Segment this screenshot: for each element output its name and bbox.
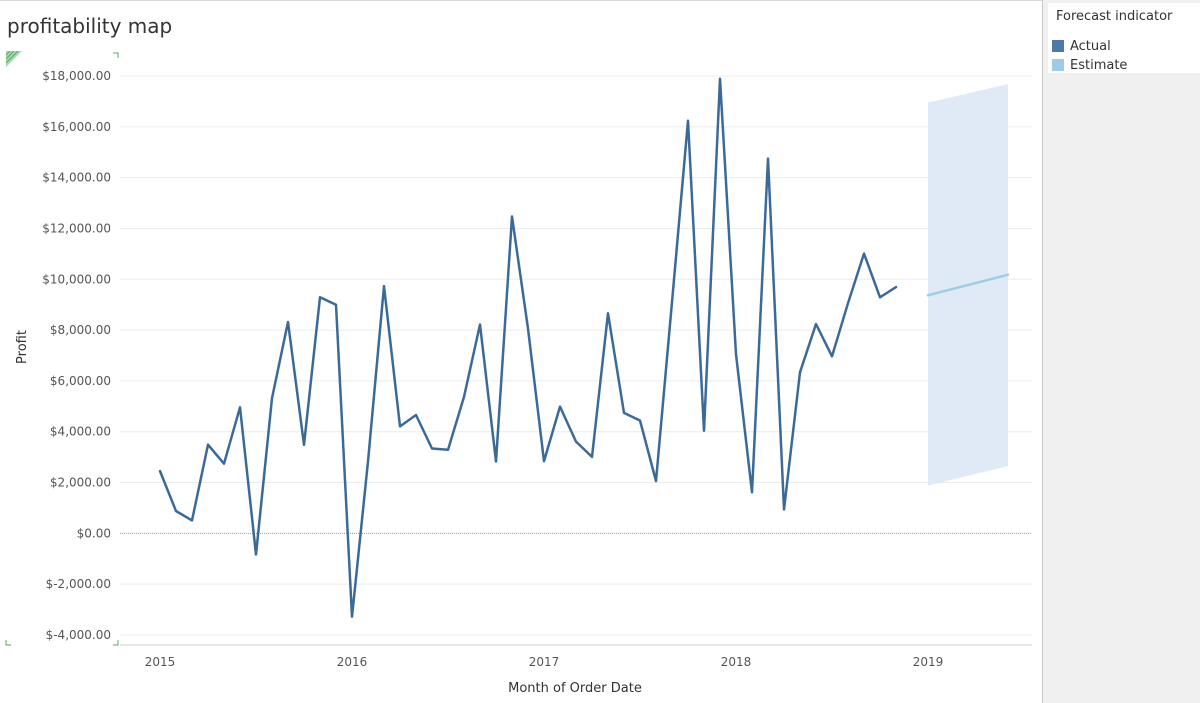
actual-point bbox=[638, 419, 642, 423]
legend-label-estimate: Estimate bbox=[1070, 57, 1128, 73]
y-tick-label: $12,000.00 bbox=[42, 221, 111, 235]
actual-point bbox=[830, 354, 834, 358]
actual-point bbox=[542, 459, 546, 463]
plot-corner-bottom-left bbox=[5, 640, 11, 646]
actual-point bbox=[862, 252, 866, 256]
actual-point bbox=[654, 479, 658, 483]
actual-point bbox=[766, 157, 770, 161]
legend-label-actual: Actual bbox=[1070, 38, 1111, 54]
actual-point bbox=[302, 443, 306, 447]
plot-corner-bottom-right bbox=[113, 640, 119, 646]
actual-point bbox=[878, 295, 882, 299]
y-tick-label: $0.00 bbox=[77, 526, 111, 540]
actual-point bbox=[366, 459, 370, 463]
actual-point bbox=[318, 295, 322, 299]
actual-point bbox=[782, 507, 786, 511]
actual-point bbox=[846, 301, 850, 305]
legend-item-actual[interactable]: Actual bbox=[1052, 38, 1111, 54]
y-tick-labels: $18,000.00 $16,000.00 $14,000.00 $12,000.00… bbox=[42, 69, 111, 642]
y-tick-label: $8,000.00 bbox=[50, 323, 111, 337]
actual-point bbox=[494, 459, 498, 463]
actual-point bbox=[574, 440, 578, 444]
grid-lines bbox=[120, 75, 1032, 636]
x-tick-labels: 2015 2016 2017 2018 2019 bbox=[145, 655, 944, 669]
actual-point bbox=[270, 396, 274, 400]
y-axis-label: Profit bbox=[15, 330, 30, 364]
plot-corner-top-right bbox=[113, 52, 119, 58]
x-tick-label: 2017 bbox=[529, 655, 560, 669]
forecast-legend[interactable]: Forecast indicator Actual Estimate bbox=[1048, 3, 1200, 73]
legend-item-estimate[interactable]: Estimate bbox=[1052, 57, 1127, 73]
actual-point bbox=[558, 405, 562, 409]
actual-point bbox=[430, 446, 434, 450]
legend-title: Forecast indicator bbox=[1056, 9, 1173, 24]
x-tick-label: 2019 bbox=[913, 655, 944, 669]
actual-point bbox=[510, 215, 514, 219]
y-tick-label: $16,000.00 bbox=[42, 120, 111, 134]
actual-point bbox=[190, 518, 194, 522]
y-tick-label: $10,000.00 bbox=[42, 272, 111, 286]
y-tick-label: $-4,000.00 bbox=[46, 628, 111, 642]
actual-point bbox=[238, 405, 242, 409]
actual-point bbox=[686, 119, 690, 123]
actual-point bbox=[734, 352, 738, 356]
x-tick-label: 2015 bbox=[145, 655, 176, 669]
actual-point bbox=[206, 443, 210, 447]
y-tick-label: $14,000.00 bbox=[42, 171, 111, 185]
actual-point bbox=[462, 395, 466, 399]
y-tick-label: $2,000.00 bbox=[50, 476, 111, 490]
actual-point bbox=[414, 413, 418, 417]
actual-point bbox=[526, 327, 530, 331]
actual-point bbox=[174, 509, 178, 513]
actual-point bbox=[798, 370, 802, 374]
y-tick-label: $6,000.00 bbox=[50, 374, 111, 388]
actual-point bbox=[606, 311, 610, 315]
actual-point bbox=[718, 77, 722, 81]
actual-point bbox=[894, 285, 898, 289]
actual-point bbox=[814, 322, 818, 326]
actual-point bbox=[222, 462, 226, 466]
legend-swatch-estimate bbox=[1052, 59, 1064, 71]
right-side-panel bbox=[1042, 0, 1200, 703]
actual-point bbox=[350, 615, 354, 619]
x-tick-label: 2016 bbox=[337, 655, 368, 669]
actual-point bbox=[750, 490, 754, 494]
estimate-series-line bbox=[926, 273, 1010, 297]
y-tick-label: $-2,000.00 bbox=[46, 577, 111, 591]
y-tick-label: $18,000.00 bbox=[42, 69, 111, 83]
actual-point bbox=[702, 429, 706, 433]
profit-line-chart: $18,000.00 $16,000.00 $14,000.00 $12,000.00… bbox=[5, 52, 1032, 696]
actual-point bbox=[158, 469, 162, 473]
legend-swatch-actual bbox=[1052, 40, 1064, 52]
actual-point bbox=[478, 323, 482, 327]
x-axis-label: Month of Order Date bbox=[508, 681, 642, 696]
actual-point bbox=[590, 455, 594, 459]
actual-point bbox=[622, 411, 626, 415]
actual-point bbox=[382, 284, 386, 288]
actual-point bbox=[670, 300, 674, 304]
x-tick-label: 2018 bbox=[721, 655, 752, 669]
page-title: profitability map bbox=[7, 14, 173, 38]
actual-point bbox=[398, 424, 402, 428]
actual-point bbox=[254, 552, 258, 556]
series-lines bbox=[158, 77, 1010, 619]
actual-series-line bbox=[158, 77, 898, 618]
actual-point bbox=[286, 320, 290, 324]
axis-frame bbox=[5, 52, 1032, 646]
y-tick-label: $4,000.00 bbox=[50, 425, 111, 439]
actual-point bbox=[334, 303, 338, 307]
selection-corner-icon bbox=[6, 51, 22, 67]
actual-point bbox=[446, 448, 450, 452]
top-border bbox=[0, 0, 1042, 1]
